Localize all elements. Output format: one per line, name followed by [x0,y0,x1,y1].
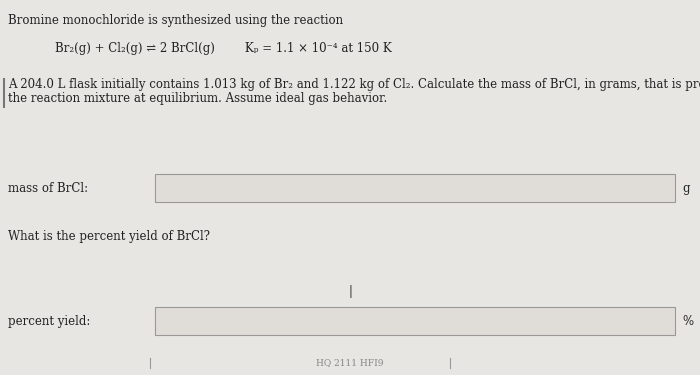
Text: g: g [682,182,690,195]
Text: Bromine monochloride is synthesized using the reaction: Bromine monochloride is synthesized usin… [8,14,343,27]
Text: mass of BrCl:: mass of BrCl: [8,182,88,195]
Text: What is the percent yield of BrCl?: What is the percent yield of BrCl? [8,230,210,243]
Text: the reaction mixture at equilibrium. Assume ideal gas behavior.: the reaction mixture at equilibrium. Ass… [8,92,387,105]
Text: Br₂(g) + Cl₂(g) ⇌ 2 BrCl(g)        Kₚ = 1.1 × 10⁻⁴ at 150 K: Br₂(g) + Cl₂(g) ⇌ 2 BrCl(g) Kₚ = 1.1 × 1… [55,42,392,55]
Bar [155,307,675,335]
Text: percent yield:: percent yield: [8,315,90,328]
Bar [155,174,675,202]
Text: |: | [348,285,352,298]
Text: %: % [682,315,693,328]
Text: HQ 2111 HFI9: HQ 2111 HFI9 [316,358,384,367]
Text: A 204.0 L flask initially contains 1.013 kg of Br₂ and 1.122 kg of Cl₂. Calculat: A 204.0 L flask initially contains 1.013… [8,78,700,91]
